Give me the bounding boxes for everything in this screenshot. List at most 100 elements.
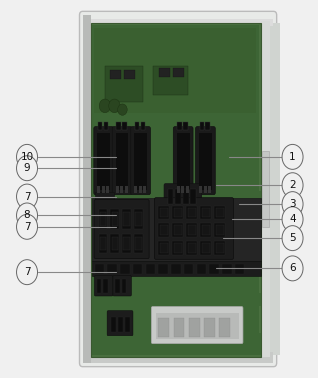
Bar: [177, 186, 180, 193]
Bar: [173, 68, 184, 77]
Bar: [267, 23, 280, 355]
Bar: [172, 206, 183, 219]
Bar: [99, 209, 107, 229]
Bar: [146, 264, 155, 274]
Bar: [160, 243, 168, 253]
Bar: [168, 189, 173, 204]
Bar: [172, 223, 183, 237]
Bar: [91, 23, 261, 357]
Bar: [202, 208, 210, 217]
Bar: [219, 318, 230, 337]
Bar: [200, 223, 211, 237]
Bar: [200, 206, 211, 219]
Bar: [214, 206, 225, 219]
Text: 7: 7: [24, 222, 30, 232]
Bar: [174, 225, 182, 235]
Bar: [188, 243, 196, 253]
Bar: [174, 243, 182, 253]
Bar: [95, 192, 114, 200]
Bar: [110, 70, 121, 79]
Bar: [122, 234, 131, 253]
Circle shape: [282, 144, 303, 169]
Bar: [116, 133, 128, 190]
Circle shape: [17, 144, 38, 169]
Bar: [143, 186, 146, 193]
Bar: [123, 237, 130, 250]
Bar: [186, 206, 197, 219]
Bar: [139, 186, 142, 193]
Bar: [172, 241, 183, 255]
Circle shape: [99, 99, 111, 113]
Bar: [175, 189, 181, 204]
Bar: [186, 186, 189, 193]
Bar: [216, 208, 224, 217]
Circle shape: [17, 203, 38, 228]
Bar: [216, 243, 224, 253]
FancyBboxPatch shape: [131, 127, 150, 195]
Bar: [188, 208, 196, 217]
FancyBboxPatch shape: [107, 311, 133, 336]
Bar: [235, 264, 244, 274]
FancyBboxPatch shape: [113, 276, 131, 296]
Bar: [200, 241, 211, 255]
Bar: [208, 186, 211, 193]
Bar: [141, 122, 145, 130]
Bar: [106, 186, 109, 193]
Bar: [204, 186, 207, 193]
Bar: [95, 264, 104, 274]
Bar: [158, 206, 169, 219]
Bar: [216, 225, 224, 235]
Bar: [174, 208, 182, 217]
Bar: [83, 352, 273, 363]
Bar: [94, 28, 256, 113]
Bar: [97, 279, 101, 293]
Bar: [98, 122, 102, 130]
Bar: [122, 122, 127, 130]
Bar: [199, 186, 202, 193]
Bar: [156, 313, 238, 339]
Bar: [97, 186, 100, 193]
Bar: [160, 208, 168, 217]
Bar: [189, 318, 200, 337]
Bar: [92, 293, 261, 306]
Bar: [202, 243, 210, 253]
FancyBboxPatch shape: [155, 198, 233, 259]
Bar: [92, 25, 259, 355]
Bar: [135, 212, 142, 226]
Bar: [171, 264, 181, 274]
Bar: [181, 186, 184, 193]
Bar: [104, 122, 108, 130]
Bar: [200, 122, 204, 130]
Bar: [122, 279, 126, 293]
Bar: [116, 122, 121, 130]
Bar: [174, 318, 184, 337]
FancyBboxPatch shape: [80, 11, 277, 367]
Text: 2: 2: [289, 180, 296, 190]
Text: 9: 9: [24, 163, 30, 173]
Bar: [158, 318, 169, 337]
Circle shape: [118, 104, 127, 115]
Text: 5: 5: [289, 233, 296, 243]
Bar: [158, 241, 169, 255]
Text: 7: 7: [24, 192, 30, 201]
Bar: [177, 133, 190, 190]
Bar: [112, 212, 118, 226]
Bar: [199, 133, 212, 190]
FancyBboxPatch shape: [112, 127, 132, 195]
Bar: [112, 237, 118, 250]
Bar: [188, 225, 196, 235]
Text: 7: 7: [24, 267, 30, 277]
Bar: [83, 19, 273, 26]
Circle shape: [282, 192, 303, 217]
Bar: [134, 209, 143, 229]
FancyBboxPatch shape: [173, 127, 193, 195]
Bar: [158, 264, 168, 274]
Bar: [134, 234, 143, 253]
Text: 8: 8: [24, 211, 30, 220]
Bar: [202, 225, 210, 235]
Bar: [214, 241, 225, 255]
Bar: [97, 133, 110, 190]
Circle shape: [17, 214, 38, 239]
Bar: [134, 186, 137, 193]
Bar: [92, 333, 261, 355]
